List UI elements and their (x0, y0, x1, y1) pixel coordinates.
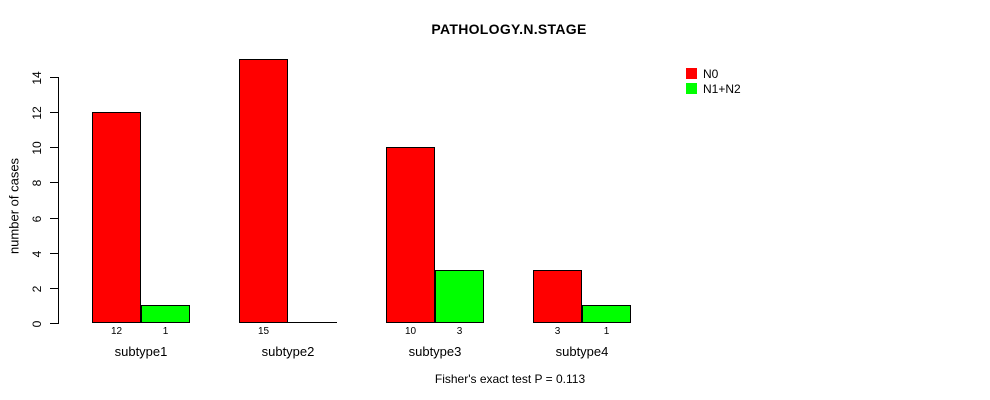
y-tick-label-0: 0 (30, 320, 44, 327)
y-tick-label-14: 14 (30, 70, 44, 85)
bar-value-label: 10 (404, 326, 417, 337)
y-tick-4 (50, 253, 58, 254)
category-label-subtype3: subtype3 (408, 344, 462, 359)
y-tick-label-8: 8 (30, 179, 44, 186)
footnote: Fisher's exact test P = 0.113 (434, 372, 586, 386)
y-tick-label-12: 12 (30, 105, 44, 120)
y-tick-14 (50, 77, 58, 78)
category-label-subtype4: subtype4 (555, 344, 609, 359)
bar-N0-subtype1 (92, 112, 141, 323)
y-tick-2 (50, 288, 58, 289)
y-tick-label-4: 4 (30, 250, 44, 257)
bar-N0-subtype3 (386, 147, 435, 323)
category-label-subtype1: subtype1 (114, 344, 168, 359)
y-axis (58, 77, 59, 324)
category-label-subtype2: subtype2 (261, 344, 315, 359)
y-axis-label: number of cases (6, 157, 22, 255)
legend: N0 N1+N2 (686, 66, 741, 96)
bar-value-label: 12 (110, 326, 123, 337)
legend-label: N1+N2 (703, 81, 741, 96)
bar-value-label: 3 (554, 326, 561, 337)
y-tick-label-6: 6 (30, 215, 44, 222)
legend-swatch-icon (686, 83, 697, 94)
bar-value-label: 1 (162, 326, 169, 337)
y-tick-10 (50, 147, 58, 148)
bar-N1+N2-subtype2-zero (288, 322, 337, 323)
bar-value-label: 15 (257, 326, 270, 337)
bar-N1+N2-subtype1 (141, 305, 190, 323)
bar-value-label: 3 (456, 326, 463, 337)
bar-N1+N2-subtype4 (582, 305, 631, 323)
legend-swatch-icon (686, 68, 697, 79)
legend-label: N0 (703, 66, 719, 81)
legend-item-N1+N2: N1+N2 (686, 81, 741, 96)
bar-N0-subtype4 (533, 270, 582, 323)
y-tick-0 (50, 323, 58, 324)
y-tick-8 (50, 182, 58, 183)
bar-value-label: 1 (603, 326, 610, 337)
y-tick-label-2: 2 (30, 285, 44, 292)
bar-N1+N2-subtype3 (435, 270, 484, 323)
y-tick-6 (50, 218, 58, 219)
chart-title: PATHOLOGY.N.STAGE (431, 21, 587, 37)
legend-item-N0: N0 (686, 66, 741, 81)
y-tick-label-10: 10 (30, 140, 44, 155)
y-tick-12 (50, 112, 58, 113)
bar-N0-subtype2 (239, 59, 288, 323)
